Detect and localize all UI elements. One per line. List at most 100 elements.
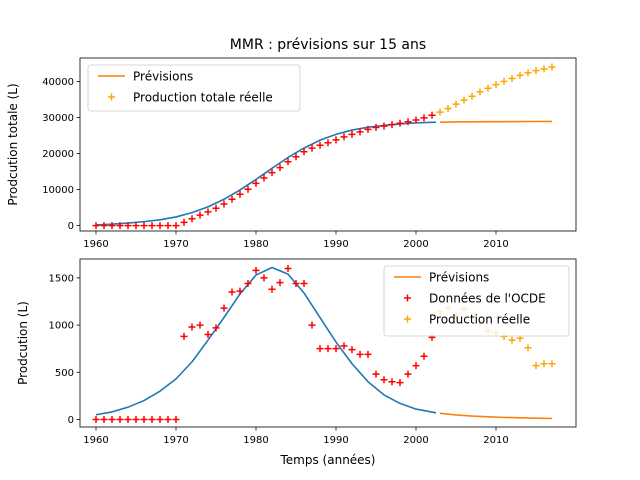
x-tick-label: 2010	[483, 239, 508, 250]
observed-data-point	[348, 346, 356, 354]
y-tick-label: 0	[68, 415, 74, 426]
real-production-point	[548, 63, 556, 71]
observed-data-point	[268, 285, 276, 293]
observed-data-point	[276, 279, 284, 287]
observed-data-point	[372, 124, 380, 132]
x-tick-label: 1980	[243, 435, 268, 446]
real-production-point	[508, 336, 516, 344]
legend-entry-label: Prévisions	[133, 70, 193, 84]
observed-data-point	[196, 321, 204, 329]
observed-data-point	[324, 345, 332, 353]
observed-data-point	[92, 222, 100, 230]
real-production-point	[452, 100, 460, 108]
real-production-point	[524, 69, 532, 77]
legend-marker-swatch	[108, 93, 115, 101]
forecast-line	[439, 120, 553, 123]
observed-data-point	[356, 128, 364, 136]
real-production-point	[516, 71, 524, 79]
real-production-point	[540, 360, 548, 368]
y-tick-label: 20000	[42, 149, 74, 160]
model-curve-line	[95, 121, 437, 226]
observed-data-point	[316, 141, 324, 149]
real-production-point	[476, 88, 484, 96]
x-tick-label: 2000	[403, 435, 428, 446]
legend-entry-label: Données de l'OCDE	[429, 292, 546, 306]
observed-data-point	[252, 179, 260, 187]
real-production-point	[492, 81, 500, 89]
observed-data-point	[348, 130, 356, 138]
observed-data-point	[172, 415, 180, 423]
observed-data-point	[332, 345, 340, 353]
observed-data-point	[260, 274, 268, 282]
observed-data-point	[396, 119, 404, 127]
observed-data-point	[396, 379, 404, 387]
real-production-point	[468, 92, 476, 100]
observed-data-point	[340, 133, 348, 141]
x-tick-label: 1970	[163, 239, 188, 250]
y-tick-label: 30000	[42, 113, 74, 124]
observed-data-point	[148, 222, 156, 230]
observed-data-point	[364, 125, 372, 133]
observed-data-point	[228, 195, 236, 203]
observed-data-point	[140, 222, 148, 230]
observed-data-point	[316, 345, 324, 353]
legend: Prévisions Données de l'OCDE Production ré…	[383, 265, 570, 337]
observed-data-point	[148, 415, 156, 423]
observed-data-point	[252, 266, 260, 274]
real-production-point	[460, 96, 468, 104]
y-tick-label: 1500	[49, 273, 74, 284]
y-tick-label: 500	[55, 368, 74, 379]
observed-data-point	[364, 350, 372, 358]
observed-data-point	[156, 222, 164, 230]
observed-data-point	[332, 136, 340, 144]
chart-title: MMR : prévisions sur 15 ans	[230, 37, 426, 53]
legend: Prévisions Production totale réelle	[87, 64, 301, 112]
real-production-point	[500, 77, 508, 85]
observed-data-point	[220, 304, 228, 312]
observed-data-point	[108, 415, 116, 423]
observed-data-point	[124, 415, 132, 423]
observed-data-point	[380, 376, 388, 384]
observed-data-point	[132, 222, 140, 230]
observed-data-point	[172, 222, 180, 230]
real-production-point	[444, 104, 452, 112]
y-tick-label: 40000	[42, 77, 74, 88]
observed-data-point	[324, 139, 332, 147]
real-production-point	[532, 362, 540, 370]
observed-data-point	[308, 321, 316, 329]
observed-data-point	[236, 287, 244, 295]
x-tick-label: 2010	[483, 435, 508, 446]
observed-data-point	[132, 415, 140, 423]
y-tick-label: 10000	[42, 185, 74, 196]
observed-data-point	[244, 280, 252, 288]
observed-data-point	[140, 415, 148, 423]
observed-data-point	[220, 200, 228, 208]
observed-data-point	[420, 352, 428, 360]
plot-area	[92, 63, 556, 230]
observed-data-point	[244, 185, 252, 193]
x-tick-label: 1960	[83, 239, 108, 250]
axes-frame	[79, 57, 577, 232]
observed-data-point	[108, 222, 116, 230]
real-production-point	[548, 360, 556, 368]
bottom-chart-annual-production: 1960 1970 1980 1990 2000 2010 0 500 1000 1500 Prod…	[16, 258, 577, 467]
observed-data-point	[180, 332, 188, 340]
observed-data-point	[100, 415, 108, 423]
observed-data-point	[284, 264, 292, 272]
y-tick-label: 0	[68, 221, 74, 232]
observed-data-point	[412, 362, 420, 370]
observed-data-point	[404, 118, 412, 126]
observed-data-point	[404, 370, 412, 378]
observed-data-point	[292, 153, 300, 161]
observed-data-point	[212, 324, 220, 332]
real-production-point	[484, 84, 492, 92]
observed-data-point	[388, 121, 396, 129]
x-tick-label: 1980	[243, 239, 268, 250]
observed-data-point	[380, 122, 388, 130]
observed-data-point	[180, 218, 188, 226]
observed-data-point	[420, 114, 428, 122]
x-axis-label: Temps (années)	[280, 453, 376, 467]
observed-data-point	[372, 370, 380, 378]
real-production-point	[532, 67, 540, 75]
